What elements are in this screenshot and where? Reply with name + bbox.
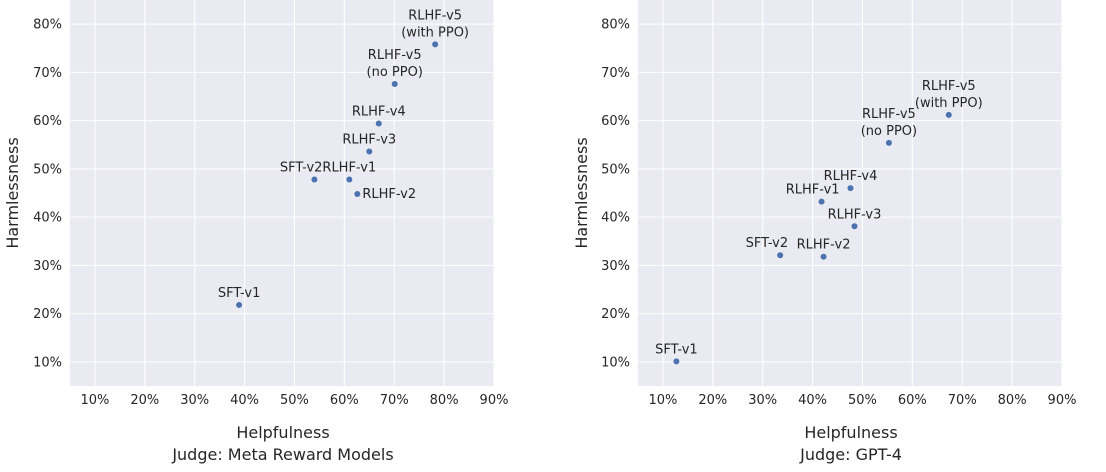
data-point xyxy=(354,190,361,197)
data-label: RLHF-v4 xyxy=(352,105,406,120)
data-label: RLHF-v5 xyxy=(922,79,976,94)
y-tick-label: 20% xyxy=(33,307,62,322)
plot-background xyxy=(70,0,494,386)
data-label: SFT-v2 xyxy=(746,236,789,251)
chart-panel-2: 10% 20% 30% 40% 50% 60% 70% 80% 90% 10% 20% 30% 40% 5… xyxy=(572,0,1076,464)
data-label: (with PPO) xyxy=(401,25,469,40)
y-axis-label: Harmlessness xyxy=(3,137,22,248)
y-tick-label: 80% xyxy=(601,18,630,33)
data-label: RLHF-v3 xyxy=(342,133,396,148)
data-label: RLHF-v5 xyxy=(368,48,422,63)
x-axis-subtitle: Judge: Meta Reward Models xyxy=(171,445,393,464)
y-axis-label: Harmlessness xyxy=(572,137,591,248)
data-point xyxy=(391,80,398,87)
x-tick-label: 50% xyxy=(280,393,309,408)
y-tick-label: 70% xyxy=(601,66,630,81)
x-tick-label: 50% xyxy=(848,393,877,408)
data-label: SFT-v2 xyxy=(280,160,323,175)
data-label: RLHF-v2 xyxy=(362,187,416,202)
y-tick-label: 50% xyxy=(601,162,630,177)
x-tick-label: 60% xyxy=(898,393,927,408)
y-tick-label: 10% xyxy=(33,355,62,370)
x-tick-label: 10% xyxy=(648,393,677,408)
y-tick-label: 50% xyxy=(33,162,62,177)
data-label: RLHF-v5 xyxy=(408,8,462,23)
data-point xyxy=(311,176,318,183)
data-point xyxy=(236,301,243,308)
x-tick-label: 80% xyxy=(998,393,1027,408)
x-tick-label: 90% xyxy=(480,393,509,408)
data-point xyxy=(375,120,382,127)
x-tick-label: 30% xyxy=(748,393,777,408)
data-label: RLHF-v3 xyxy=(828,207,882,222)
y-tick-label: 10% xyxy=(601,355,630,370)
data-point xyxy=(432,41,439,48)
x-tick-label: 40% xyxy=(230,393,259,408)
y-tick-label: 30% xyxy=(33,259,62,274)
data-point xyxy=(945,111,952,118)
data-label: RLHF-v1 xyxy=(322,160,376,175)
data-point xyxy=(818,198,825,205)
data-point xyxy=(851,223,858,230)
x-axis-label: Helpfulness xyxy=(236,423,329,442)
chart-panel-1: 10% 20% 30% 40% 50% 60% 70% 80% 90% 10% 20% 30% 40% 5… xyxy=(3,0,508,464)
data-point xyxy=(346,176,353,183)
x-axis-label: Helpfulness xyxy=(804,423,897,442)
x-tick-label: 20% xyxy=(130,393,159,408)
y-tick-label: 60% xyxy=(33,114,62,129)
y-tick-label: 70% xyxy=(33,66,62,81)
data-label: RLHF-v5 xyxy=(862,107,916,122)
x-tick-label: 10% xyxy=(80,393,109,408)
y-tick-label: 80% xyxy=(33,18,62,33)
data-point xyxy=(847,185,854,192)
y-tick-label: 60% xyxy=(601,114,630,129)
plot-background xyxy=(638,0,1062,386)
x-tick-label: 80% xyxy=(430,393,459,408)
data-point xyxy=(673,358,680,365)
data-label: SFT-v1 xyxy=(655,342,698,357)
x-axis-subtitle: Judge: GPT-4 xyxy=(799,445,902,464)
data-label: (no PPO) xyxy=(367,65,423,80)
data-point xyxy=(777,252,784,259)
data-label: (no PPO) xyxy=(861,124,917,139)
data-label: RLHF-v2 xyxy=(797,238,851,253)
data-label: RLHF-v1 xyxy=(786,183,840,198)
data-label: RLHF-v4 xyxy=(824,169,878,184)
x-tick-label: 70% xyxy=(380,393,409,408)
x-tick-label: 20% xyxy=(698,393,727,408)
x-tick-label: 40% xyxy=(798,393,827,408)
x-tick-label: 60% xyxy=(330,393,359,408)
y-tick-label: 40% xyxy=(601,211,630,226)
y-tick-label: 20% xyxy=(601,307,630,322)
data-point xyxy=(820,253,827,260)
data-point xyxy=(885,139,892,146)
data-label: SFT-v1 xyxy=(218,286,261,301)
y-tick-label: 40% xyxy=(33,211,62,226)
data-point xyxy=(366,148,373,155)
x-tick-label: 30% xyxy=(180,393,209,408)
data-label: (with PPO) xyxy=(915,96,983,111)
x-tick-label: 70% xyxy=(948,393,977,408)
y-tick-label: 30% xyxy=(601,259,630,274)
x-tick-label: 90% xyxy=(1048,393,1077,408)
